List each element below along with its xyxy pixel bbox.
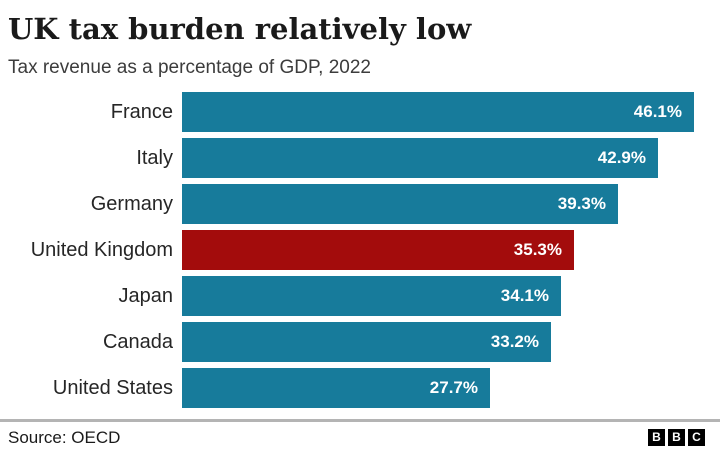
bar-rows: France 46.1% Italy 42.9% Germany 39.3% United …	[0, 92, 720, 414]
bar-row: Canada 33.2%	[0, 322, 720, 362]
chart-subtitle: Tax revenue as a percentage of GDP, 2022	[8, 57, 372, 78]
value-label: 34.1%	[500, 286, 549, 305]
bar-highlight: 35.3%	[182, 230, 574, 270]
bar-row: France 46.1%	[0, 92, 720, 132]
value-label: 39.3%	[557, 194, 606, 213]
category-label: France	[110, 100, 173, 123]
bbc-logo-block-b1: B	[648, 429, 665, 446]
value-label: 46.1%	[633, 102, 682, 121]
chart-title: UK tax burden relatively low	[8, 12, 472, 46]
category-label: Italy	[136, 146, 173, 169]
value-label: 33.2%	[490, 332, 539, 351]
category-label: Japan	[118, 284, 174, 307]
value-label: 42.9%	[597, 148, 646, 167]
category-label: United States	[52, 376, 173, 399]
bar-row: United States 27.7%	[0, 368, 720, 408]
footer-divider	[0, 419, 720, 422]
bar: 46.1%	[182, 92, 694, 132]
bar-row: United Kingdom 35.3%	[0, 230, 720, 270]
bar: 33.2%	[182, 322, 551, 362]
bar: 34.1%	[182, 276, 561, 316]
bar: 27.7%	[182, 368, 490, 408]
value-label: 35.3%	[513, 240, 562, 259]
category-label: Germany	[90, 192, 173, 215]
bbc-logo-block-c: C	[688, 429, 705, 446]
source-label: Source: OECD	[8, 428, 121, 447]
bar-row: Italy 42.9%	[0, 138, 720, 178]
bar: 39.3%	[182, 184, 618, 224]
bar-row: Germany 39.3%	[0, 184, 720, 224]
bbc-logo-block-b2: B	[668, 429, 685, 446]
category-label: United Kingdom	[30, 238, 173, 261]
bar: 42.9%	[182, 138, 658, 178]
value-label: 27.7%	[429, 378, 478, 397]
category-label: Canada	[102, 330, 173, 353]
bbc-logo: B B C	[645, 429, 705, 446]
bar-row: Japan 34.1%	[0, 276, 720, 316]
